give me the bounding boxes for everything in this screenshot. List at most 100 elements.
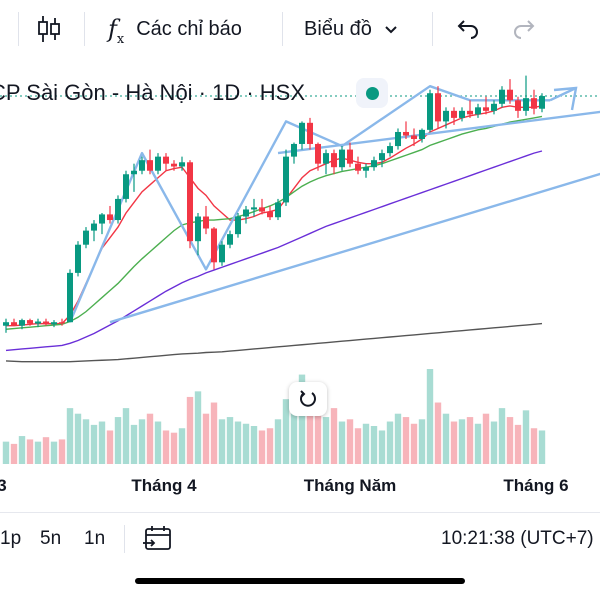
volume-bar <box>98 421 106 464</box>
candle-body <box>123 174 129 199</box>
candle-body <box>211 228 217 263</box>
candle-body <box>427 93 433 130</box>
candle-body <box>155 156 161 171</box>
candle-body <box>11 322 17 326</box>
candle-body <box>171 163 177 167</box>
candle-body <box>227 234 233 245</box>
volume-bar <box>402 417 410 464</box>
candle-body <box>539 96 545 109</box>
candle-body <box>35 321 41 324</box>
candle-body <box>435 93 441 122</box>
candle-body <box>147 160 153 171</box>
candle-body <box>75 244 81 273</box>
volume-bar <box>450 421 458 464</box>
home-indicator <box>135 578 465 584</box>
trend-channel-upper <box>277 110 600 155</box>
forecast-arrow-head <box>553 86 578 111</box>
volume-bar <box>210 402 218 464</box>
interval-1n[interactable]: 1n <box>84 528 106 549</box>
candle-body <box>203 216 209 229</box>
candle-body <box>515 100 521 111</box>
volume-bar <box>90 424 98 464</box>
volume-bar <box>338 421 346 464</box>
volume-bar <box>34 441 42 464</box>
volume-bar <box>298 374 306 464</box>
candle-body <box>43 321 49 325</box>
candle-body <box>283 156 289 203</box>
indicators-button[interactable]: fx Các chỉ báo <box>108 0 242 58</box>
volume-bar <box>482 413 490 464</box>
time-display[interactable]: 10:21:38 (UTC+7) <box>441 528 594 549</box>
candle-body <box>339 149 345 168</box>
volume-bar <box>258 430 266 464</box>
volume-bar <box>514 424 522 464</box>
volume-bar <box>242 423 250 464</box>
forecast-arrow <box>549 86 577 102</box>
price-chart[interactable] <box>0 58 600 468</box>
candle-body <box>275 202 281 218</box>
candle-body <box>531 98 537 109</box>
candle-body <box>299 122 305 144</box>
zigzag-drawing <box>68 84 550 323</box>
candle-body <box>355 163 361 171</box>
symbol-title: CP Sài Gòn - Hà Nội · 1D · HSX <box>0 76 315 110</box>
candle-body <box>83 230 89 245</box>
volume-bar <box>146 413 154 464</box>
x-axis-label: Tháng 4 <box>131 476 197 495</box>
date-range-icon[interactable] <box>143 513 173 565</box>
toolbar-separator <box>84 12 85 46</box>
volume-bar <box>290 390 298 464</box>
volume-bar <box>10 443 18 464</box>
volume-bar <box>114 417 122 464</box>
volume-bar <box>202 413 210 464</box>
candle-body <box>3 322 9 326</box>
candle-body <box>459 110 465 118</box>
volume-bar <box>458 419 466 464</box>
candle-body <box>419 129 425 140</box>
volume-bar <box>122 408 130 464</box>
moving-average-line <box>5 150 543 352</box>
volume-bar <box>434 402 442 464</box>
candle-body <box>347 149 353 164</box>
volume-bar <box>178 428 186 464</box>
volume-bar <box>226 417 234 464</box>
market-status-button[interactable] <box>356 78 388 108</box>
redo-icon[interactable] <box>512 0 538 58</box>
interval-5n[interactable]: 5n <box>40 528 62 549</box>
volume-bar <box>106 430 114 464</box>
volume-bar <box>186 396 194 464</box>
volume-bar <box>378 430 386 464</box>
toolbar-separator <box>18 12 19 46</box>
candle-body <box>259 207 265 212</box>
candle-body <box>59 322 65 324</box>
bottom-bar: 1p 5n 1n 10:21:38 (UTC+7) <box>0 512 600 565</box>
volume-bar <box>66 408 74 464</box>
volume-bar <box>138 419 146 464</box>
chart-type-label: Biểu đồ <box>304 17 372 40</box>
chart-type-button[interactable]: Biểu đồ <box>304 0 398 58</box>
candle-body <box>443 110 449 122</box>
market-open-icon <box>365 86 379 100</box>
volume-bar <box>410 423 418 464</box>
volume-bar <box>18 436 26 464</box>
candle-body <box>315 143 321 164</box>
candles-icon[interactable] <box>36 0 62 58</box>
volume-bar <box>490 421 498 464</box>
reset-chart-button[interactable] <box>289 382 327 416</box>
volume-bar <box>282 399 290 464</box>
candle-body <box>387 146 393 154</box>
symbol-title-text: CP Sài Gòn - Hà Nội · 1D · HSX <box>0 80 306 105</box>
volume-bar <box>506 417 514 464</box>
volume-bar <box>82 419 90 464</box>
indicators-label: Các chỉ báo <box>136 17 242 40</box>
candle-body <box>307 122 313 144</box>
volume-bar <box>394 413 402 464</box>
candle-body <box>107 214 113 221</box>
interval-1p[interactable]: 1p <box>0 528 22 549</box>
volume-bar <box>2 441 10 464</box>
undo-icon[interactable] <box>454 0 480 58</box>
candle-body <box>483 107 489 111</box>
candle-body <box>467 110 473 115</box>
volume-bar <box>50 441 58 464</box>
volume-bar <box>346 419 354 464</box>
